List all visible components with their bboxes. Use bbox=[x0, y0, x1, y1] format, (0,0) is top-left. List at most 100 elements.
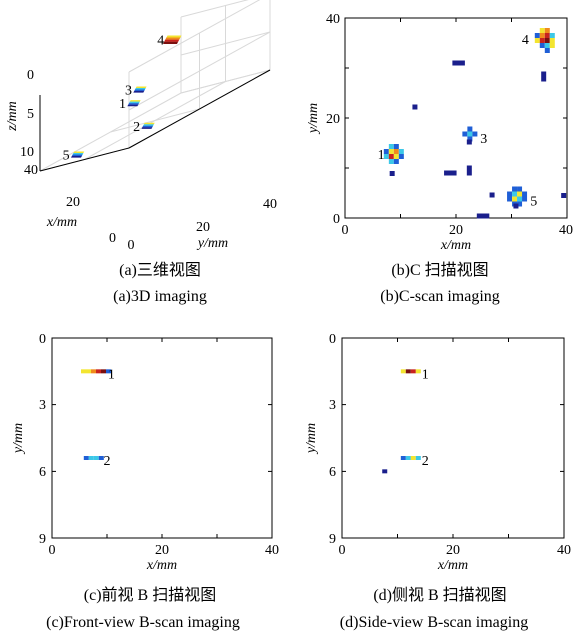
panel-b-ytick-40: 40 bbox=[326, 12, 340, 27]
panel-a-xtick-20: 20 bbox=[66, 195, 80, 210]
panel-c-xtick-40: 40 bbox=[265, 543, 279, 558]
panel-d-cells bbox=[382, 369, 421, 474]
panel-a-backwall-gridline bbox=[128, 31, 271, 111]
panel-c-defect-2-cell bbox=[93, 456, 99, 460]
panel-c-defect-2-cell bbox=[98, 456, 104, 460]
panel-a-point-4-cell bbox=[165, 37, 181, 40]
panel-c-defect-1-cell bbox=[96, 369, 101, 374]
panel-a-ztick-10: 10 bbox=[20, 145, 34, 160]
panel-c-ytick-3: 3 bbox=[39, 398, 46, 413]
panel-c-defect-1-cell bbox=[101, 369, 106, 374]
panel-b-defect-4-cell bbox=[539, 38, 545, 43]
panel-b-defect-4-cell bbox=[549, 43, 555, 48]
panel-d-noise-cell bbox=[382, 469, 388, 474]
panel-a-point-1-cell bbox=[127, 104, 139, 107]
panel-a-point-4 bbox=[162, 35, 182, 44]
panel-b-defect-4-cell bbox=[549, 33, 555, 38]
panel-c-caption-en: (c)Front-view B-scan imaging bbox=[46, 614, 240, 631]
panel-a-point-5-cell bbox=[72, 153, 84, 155]
panel-c-caption-cn: (c)前视 B 扫描视图 bbox=[84, 586, 216, 604]
panel-d-ylabel: y/mm bbox=[304, 423, 319, 455]
panel-a-point-3-cell bbox=[135, 86, 147, 89]
panel-a-xtick-40: 40 bbox=[24, 163, 38, 178]
panel-b-defect-4-cell bbox=[544, 33, 550, 38]
panel-c-xtick-20: 20 bbox=[155, 543, 169, 558]
panel-b-noise-cell bbox=[466, 139, 472, 145]
panel-d-ytick-0: 0 bbox=[329, 332, 336, 347]
panel-d-xlabel: x/mm bbox=[437, 558, 468, 573]
panel-b-defect-5-cell bbox=[512, 186, 518, 192]
panel-c-annotations: 12 bbox=[104, 368, 115, 470]
panel-d-caption-cn: (d)侧视 B 扫描视图 bbox=[373, 586, 506, 604]
panel-c-cells bbox=[81, 369, 111, 460]
panel-c-xlabel: x/mm bbox=[146, 558, 177, 573]
panel-c-defect-1-cell bbox=[86, 369, 91, 374]
panel-b-annotation-1: 1 bbox=[378, 148, 385, 163]
panel-b-defect-5-cell bbox=[522, 191, 528, 197]
panel-a-point-4-cell bbox=[162, 41, 179, 44]
panel-b-defect-1-cell bbox=[393, 144, 399, 149]
panel-b-defect-5-cell bbox=[517, 186, 523, 192]
panel-c-ylabel: y/mm bbox=[11, 423, 26, 455]
panel-b-noise-cell bbox=[561, 193, 567, 198]
panel-d-defect-1-cell bbox=[410, 369, 416, 374]
panel-a-ytick-20: 20 bbox=[196, 220, 210, 235]
panel-b-defect-1-cell bbox=[393, 159, 399, 164]
panel-b-defect-5-cell bbox=[512, 191, 518, 197]
panel-b-ytick-0: 0 bbox=[333, 212, 340, 227]
panel-c-xtick-0: 0 bbox=[49, 543, 56, 558]
panel-b-noise-cell bbox=[389, 171, 395, 176]
panel-d-xtick-20: 20 bbox=[446, 543, 460, 558]
panel-b-defect-3-cell bbox=[462, 131, 468, 137]
panel-a-marks: 12 3 4 5 bbox=[63, 34, 182, 164]
panel-b-ytick-20: 20 bbox=[326, 112, 340, 127]
panel-b-defect-5-cell bbox=[512, 196, 518, 202]
panel-b-defect-4-cell bbox=[544, 48, 550, 53]
panel-b-xlabel: x/mm bbox=[440, 238, 471, 253]
panel-a-labels: 0 5 10 z/mm 40 20 0 x/mm 0 20 40 y/mm (a… bbox=[5, 68, 277, 305]
panel-d-defect-2-cell bbox=[400, 456, 406, 460]
panel-a-point-label-4: 4 bbox=[157, 34, 164, 49]
panel-a-xlabel: x/mm bbox=[46, 215, 77, 230]
panel-a-backwall-gridline bbox=[180, 69, 271, 94]
panel-b-defect-5-cell bbox=[522, 196, 528, 202]
panel-a-point-5-cell bbox=[71, 154, 83, 157]
panel-c-defect-2-cell bbox=[88, 456, 94, 460]
panel-b-ylabel: y/mm bbox=[306, 103, 321, 135]
panel-d-defect-1-cell bbox=[415, 369, 421, 374]
panel-c-front-bscan: 0 3 6 9 0 20 40 x/mm y/mm 12 (c)前视 B 扫描视… bbox=[11, 332, 279, 631]
panel-b-annotation-4: 4 bbox=[522, 33, 529, 48]
panel-c-annotation-2: 2 bbox=[104, 454, 111, 469]
panel-a-point-5-cell bbox=[73, 151, 85, 154]
panel-a-point-3-cell bbox=[134, 88, 146, 90]
panel-b-defect-1-cell bbox=[398, 149, 404, 154]
panel-b-defect-1-cell bbox=[388, 159, 394, 164]
panel-b-defect-4-cell bbox=[544, 28, 550, 33]
panel-d-annotation-1: 1 bbox=[422, 368, 429, 383]
panel-c-defect-1-cell bbox=[106, 369, 111, 374]
panel-b-defect-5-cell bbox=[517, 201, 523, 207]
panel-a-point-5 bbox=[71, 151, 85, 158]
panel-b-annotation-5: 5 bbox=[530, 195, 537, 210]
panel-b-defect-4-cell bbox=[539, 43, 545, 48]
panel-b-xtick-40: 40 bbox=[559, 223, 573, 238]
panel-b-defect-3-cell bbox=[467, 131, 473, 137]
panel-d-defect-2-cell bbox=[405, 456, 411, 460]
panel-a-3d: 12 3 4 5 0 5 10 z/mm 40 20 0 x/mm 0 20 40 y… bbox=[5, 0, 277, 305]
panel-a-floor-gridline bbox=[110, 108, 200, 133]
panel-a-point-5-cell bbox=[71, 156, 82, 158]
panel-b-defect-3-cell bbox=[467, 136, 473, 142]
panel-d-ticks bbox=[342, 338, 564, 538]
panel-d-caption-en: (d)Side-view B-scan imaging bbox=[340, 614, 528, 631]
panel-d-side-bscan: 0 3 6 9 0 20 40 x/mm y/mm 12 (d)侧视 B 扫描视… bbox=[304, 332, 571, 631]
panel-b-annotations: 1 3 4 5 bbox=[378, 33, 538, 210]
panel-b-defect-1-cell bbox=[393, 149, 399, 154]
panel-b-defect-5-cell bbox=[517, 191, 523, 197]
panel-a-point-label-1: 1 bbox=[119, 97, 126, 112]
panel-a-point-1-cell bbox=[128, 103, 140, 105]
panel-d-plot-area bbox=[341, 337, 565, 539]
panel-b-noise-cell bbox=[476, 213, 490, 219]
panel-b-defect-3-cell bbox=[472, 131, 478, 137]
panel-c-plot-area bbox=[51, 337, 273, 539]
